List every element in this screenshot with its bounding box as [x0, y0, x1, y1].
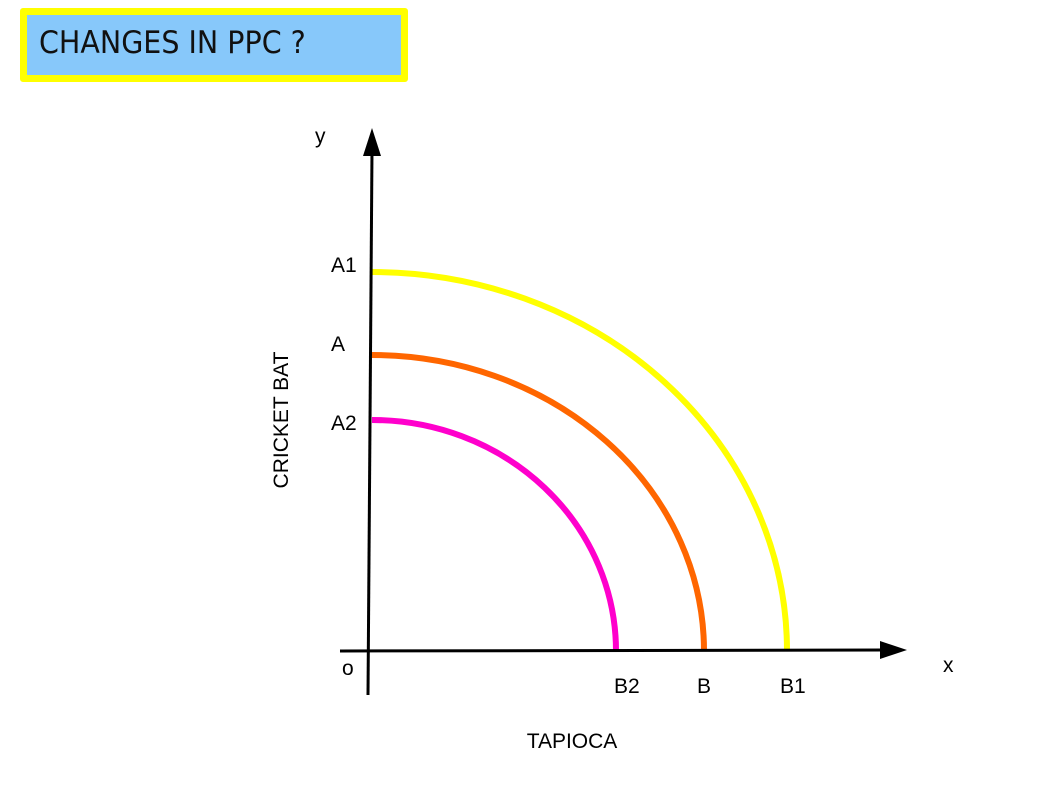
curve-a1-b1: [371, 269, 790, 652]
origin-label: o: [342, 657, 354, 680]
label-a1: A1: [331, 254, 357, 277]
y-symbol: y: [315, 125, 326, 148]
label-a2: A2: [331, 412, 357, 435]
label-b2: B2: [614, 675, 640, 698]
label-b: B: [697, 675, 711, 698]
curve-a-b: [371, 352, 707, 652]
x-axis-label: TAPIOCA: [527, 730, 618, 753]
y-axis-arrow: [363, 128, 381, 156]
label-a: A: [331, 333, 345, 356]
curve-a2-b2: [371, 417, 619, 652]
y-axis: [366, 149, 374, 696]
label-b1: B1: [780, 675, 806, 698]
title-text: CHANGES IN PPC ?: [39, 25, 306, 61]
x-axis-arrow: [880, 641, 907, 659]
y-axis-label: CRICKET BAT: [270, 351, 293, 488]
x-axis: [339, 648, 886, 653]
x-symbol: x: [943, 654, 954, 677]
title-banner: CHANGES IN PPC ?: [20, 8, 408, 82]
